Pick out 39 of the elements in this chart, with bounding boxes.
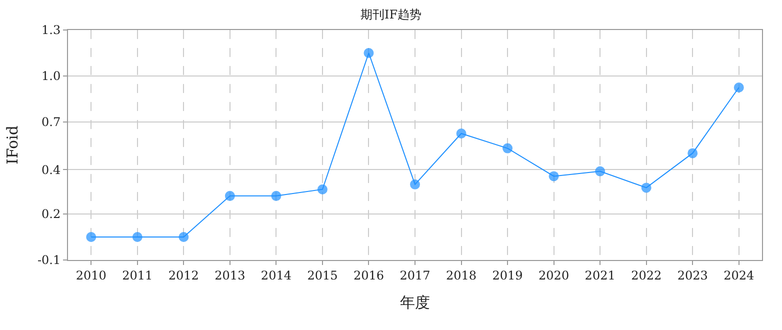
x-tick-label: 2019 (492, 268, 523, 282)
point (548, 171, 559, 182)
x-tick-label: 2024 (724, 268, 754, 282)
y-tick-label: 1.3 (42, 23, 61, 38)
chart-title: 期刊IF趋势 (360, 7, 422, 22)
y-tick-label: 0.7 (42, 115, 61, 130)
point (364, 48, 374, 58)
point (734, 82, 744, 92)
x-tick-label: 2020 (538, 268, 570, 282)
y-tick-label: 0.4 (42, 162, 61, 177)
point (410, 179, 420, 190)
point (688, 148, 698, 158)
point (456, 128, 466, 138)
y-tick-label: 0.2 (42, 207, 61, 222)
y-tick-label: -0.1 (37, 253, 61, 268)
point (502, 143, 513, 154)
x-tick-label: 2014 (260, 268, 292, 282)
x-axis-title: 年度 (400, 293, 430, 312)
point (641, 182, 652, 193)
point (178, 232, 189, 242)
x-tick-label: 2018 (446, 268, 477, 282)
x-tick-label: 2023 (677, 268, 708, 282)
x-tick-label: 2022 (631, 268, 662, 282)
y-axis-title: IFoid (4, 125, 22, 164)
point (317, 184, 328, 194)
point (595, 166, 606, 176)
point (271, 190, 282, 201)
x-tick-label: 2015 (307, 268, 338, 282)
point (86, 232, 96, 242)
x-tick-label: 2021 (584, 268, 616, 282)
x-tick-label: 2012 (168, 268, 199, 282)
point (224, 190, 235, 201)
x-tick-label: 2017 (400, 268, 430, 282)
x-tick-label: 2010 (76, 268, 106, 282)
x-tick-label: 2011 (122, 268, 153, 282)
x-tick-label: 2013 (214, 268, 246, 282)
y-tick-label: 1.0 (42, 69, 61, 84)
point (132, 232, 142, 242)
x-tick-label: 2016 (353, 268, 384, 282)
